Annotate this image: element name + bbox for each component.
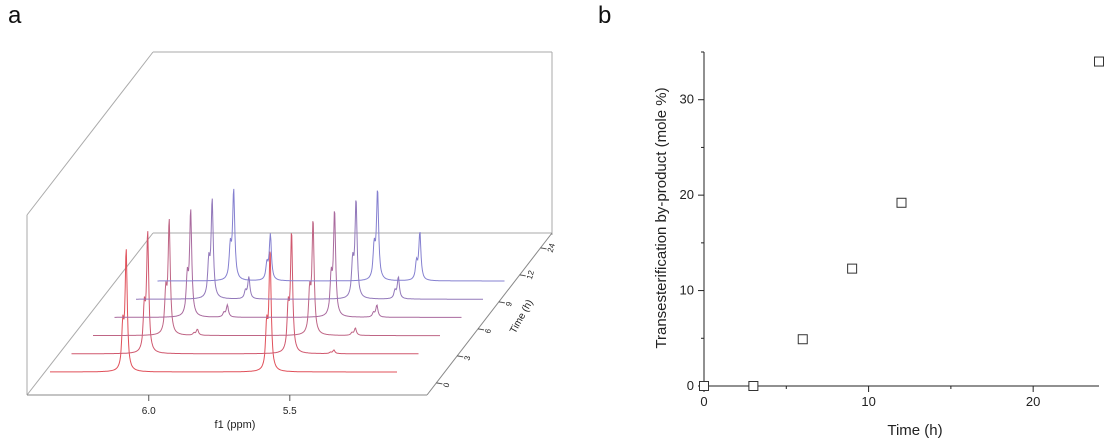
data-point-6h bbox=[797, 334, 808, 345]
waterfall-x-axis-label: f1 (ppm) bbox=[215, 419, 256, 431]
waterfall-frame bbox=[26, 51, 553, 396]
f1-tick-label: 6.0 bbox=[142, 406, 156, 417]
spectrum-trace-0h bbox=[50, 249, 397, 373]
scatter-points bbox=[699, 56, 1104, 391]
panel-a-letter: a bbox=[8, 2, 22, 29]
scatter-x-axis-label: Time (h) bbox=[887, 422, 942, 439]
x-tick-label: 0 bbox=[700, 394, 707, 409]
time-tick-label: 3 bbox=[462, 354, 472, 361]
x-tick-label: 20 bbox=[1026, 394, 1040, 409]
time-tick-label: 9 bbox=[504, 300, 514, 307]
waterfall-spectra bbox=[50, 188, 505, 373]
frame-back-left-edge bbox=[26, 51, 154, 216]
spectrum-trace-3h bbox=[71, 231, 419, 355]
y-tick-label: 10 bbox=[680, 283, 694, 298]
time-tick-mark bbox=[519, 274, 526, 277]
waterfall-ticks: 6.0 5.5 0 3 6 9 12 24 bbox=[142, 242, 557, 417]
byproduct-scatter-chart: 0 10 20 0 10 20 30 Time (h) Transesterificatio… bbox=[653, 51, 1104, 439]
time-tick-label: 6 bbox=[483, 327, 493, 334]
time-tick-mark bbox=[477, 328, 485, 331]
f1-tick-label: 5.5 bbox=[283, 406, 297, 417]
spectrum-trace-9h bbox=[114, 209, 462, 318]
scatter-ticks: 0 10 20 0 10 20 30 bbox=[680, 51, 1040, 409]
data-point-12h bbox=[896, 197, 907, 208]
spectrum-trace-24h bbox=[157, 188, 505, 282]
time-tick-mark bbox=[457, 355, 464, 358]
data-point-3h bbox=[748, 381, 759, 391]
time-tick-label: 0 bbox=[442, 381, 452, 388]
y-tick-label: 20 bbox=[680, 187, 694, 202]
data-point-9h bbox=[847, 263, 858, 274]
time-tick-mark bbox=[540, 247, 547, 250]
time-tick-label: 12 bbox=[525, 269, 536, 280]
time-tick-label: 24 bbox=[546, 242, 557, 253]
scatter-y-axis-label: Transesterification by-product (mole %) bbox=[653, 87, 670, 348]
time-tick-mark bbox=[498, 301, 505, 304]
x-tick-label: 10 bbox=[861, 394, 875, 409]
time-tick-mark bbox=[436, 382, 443, 385]
spectrum-trace-12h bbox=[136, 198, 483, 300]
data-point-0h bbox=[699, 381, 709, 391]
y-tick-label: 30 bbox=[680, 92, 694, 107]
frame-floor-right-edge bbox=[426, 232, 553, 396]
spectrum-trace-6h bbox=[93, 218, 440, 337]
frame-floor-left-edge bbox=[26, 232, 154, 396]
panel-b-letter: b bbox=[598, 2, 612, 29]
data-point-24h bbox=[1094, 56, 1104, 67]
scatter-axes bbox=[703, 52, 1099, 387]
y-tick-label: 0 bbox=[687, 378, 694, 393]
